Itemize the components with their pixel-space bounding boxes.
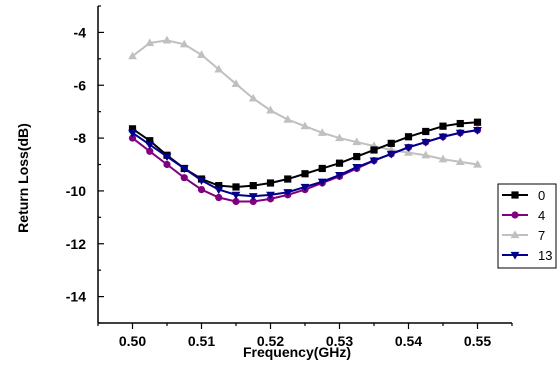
square-marker (318, 164, 326, 173)
circle-marker (197, 185, 206, 194)
square-marker (456, 119, 464, 128)
axes (97, 6, 512, 324)
y-tick-label: -12 (66, 236, 86, 252)
triangle-down-marker (300, 183, 310, 192)
square-marker (387, 139, 395, 147)
triangle-down-marker (214, 186, 224, 195)
triangle-up-marker (231, 79, 241, 88)
triangle-down-marker (335, 171, 344, 180)
circle-marker (215, 193, 223, 202)
legend: 0 4 7 13 (497, 183, 557, 269)
triangle-up-marker (352, 137, 362, 146)
square-marker (370, 146, 378, 154)
triangle-up-marker (300, 121, 310, 130)
circle-marker (163, 160, 171, 169)
x-tick-label: 0.54 (395, 333, 422, 349)
legend-item-4: 4 (502, 208, 545, 223)
x-axis-title: Frequency(GHz) (243, 344, 351, 360)
series-13 (128, 127, 482, 201)
x-ticks: 0.50 0.51 0.52 0.53 0.54 0.55 (97, 323, 513, 349)
triangle-down-marker (145, 141, 155, 150)
triangle-up-marker (248, 93, 258, 102)
series-layer (128, 35, 482, 206)
square-marker (473, 118, 482, 126)
legend-label: 4 (538, 208, 545, 223)
y-ticks: -14 -12 -10 -8 -6 -4 (66, 5, 104, 324)
triangle-up-marker (128, 51, 137, 60)
square-marker (266, 179, 275, 187)
triangle-down-marker (283, 189, 293, 197)
triangle-up-marker (335, 133, 344, 142)
triangle-down-marker (455, 129, 465, 138)
y-tick-label: -6 (74, 77, 87, 93)
square-marker (439, 122, 447, 130)
circle-marker (249, 197, 257, 206)
legend-label: 0 (538, 188, 545, 203)
square-marker (422, 127, 430, 136)
triangle-down-marker (510, 251, 520, 260)
square-marker (215, 182, 223, 190)
triangle-down-marker (266, 191, 275, 200)
legend-label: 13 (538, 248, 552, 263)
triangle-down-marker (386, 150, 396, 159)
circle-marker (511, 211, 519, 219)
triangle-down-marker (369, 157, 379, 166)
triangle-down-marker (352, 164, 362, 172)
triangle-up-marker (145, 38, 155, 47)
square-marker (511, 191, 519, 199)
circle-marker (146, 147, 154, 155)
square-marker (301, 170, 309, 178)
legend-item-0: 0 (502, 188, 545, 203)
triangle-up-marker (473, 159, 482, 168)
legend-item-13: 13 (502, 248, 552, 263)
x-tick-label: 0.50 (119, 333, 146, 349)
triangle-down-marker (421, 138, 431, 147)
triangle-up-marker (214, 64, 224, 73)
square-marker (146, 137, 154, 145)
triangle-up-marker (438, 154, 448, 163)
legend-item-7: 7 (502, 228, 545, 243)
series-7 (128, 35, 482, 168)
y-axis-title: Return Loss(dB) (15, 123, 31, 233)
square-marker (353, 152, 361, 161)
triangle-down-marker (404, 144, 413, 152)
triangle-down-marker (197, 177, 206, 185)
x-tick-label: 0.53 (326, 333, 353, 349)
x-tick-label: 0.51 (188, 333, 215, 349)
triangle-down-marker (317, 178, 327, 187)
square-marker (404, 133, 413, 141)
triangle-down-marker (248, 193, 258, 201)
square-marker (232, 183, 240, 191)
triangle-down-marker (128, 129, 137, 138)
square-marker (249, 182, 257, 190)
triangle-down-marker (473, 127, 482, 135)
triangle-up-marker (162, 35, 172, 44)
triangle-down-marker (438, 133, 448, 142)
circle-marker (232, 197, 240, 206)
y-tick-label: -4 (74, 24, 87, 40)
triangle-up-marker (283, 114, 293, 123)
x-tick-label: 0.55 (464, 333, 491, 349)
triangle-up-marker (197, 50, 206, 58)
triangle-up-marker (455, 157, 465, 165)
triangle-up-marker (266, 105, 275, 114)
triangle-down-marker (231, 191, 241, 200)
triangle-up-marker (421, 150, 431, 159)
square-marker (335, 159, 344, 167)
y-tick-label: -10 (66, 183, 86, 199)
y-tick-label: -14 (66, 289, 86, 305)
square-marker (128, 125, 137, 133)
y-tick-label: -8 (74, 130, 87, 146)
circle-marker (128, 134, 137, 142)
triangle-up-marker (317, 128, 327, 136)
circle-marker (180, 174, 188, 182)
square-marker (284, 175, 292, 183)
triangle-down-marker (162, 153, 172, 162)
x-tick-label: 0.52 (257, 333, 284, 349)
triangle-down-marker (179, 165, 189, 174)
triangle-up-marker (510, 230, 520, 239)
legend-label: 7 (538, 228, 545, 243)
triangle-up-marker (179, 39, 189, 48)
